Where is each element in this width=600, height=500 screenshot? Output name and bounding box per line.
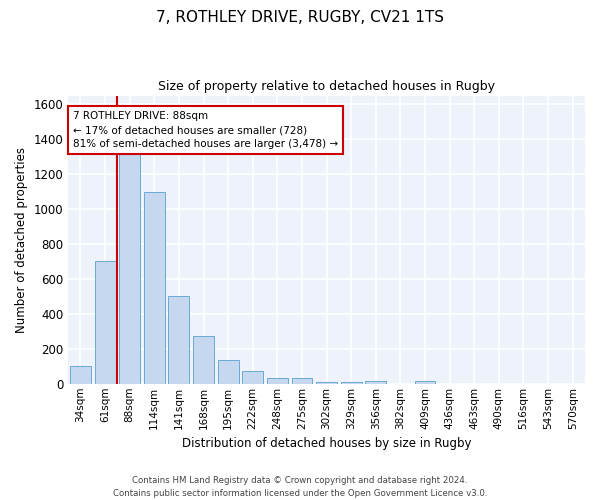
Bar xyxy=(267,378,288,384)
Bar xyxy=(169,296,190,384)
Bar xyxy=(193,336,214,384)
Text: 7 ROTHLEY DRIVE: 88sqm
← 17% of detached houses are smaller (728)
81% of semi-de: 7 ROTHLEY DRIVE: 88sqm ← 17% of detached… xyxy=(73,112,338,150)
Y-axis label: Number of detached properties: Number of detached properties xyxy=(15,146,28,332)
Text: Contains HM Land Registry data © Crown copyright and database right 2024.
Contai: Contains HM Land Registry data © Crown c… xyxy=(113,476,487,498)
X-axis label: Distribution of detached houses by size in Rugby: Distribution of detached houses by size … xyxy=(182,437,472,450)
Bar xyxy=(242,370,263,384)
Bar xyxy=(95,262,116,384)
Bar xyxy=(119,152,140,384)
Text: 7, ROTHLEY DRIVE, RUGBY, CV21 1TS: 7, ROTHLEY DRIVE, RUGBY, CV21 1TS xyxy=(156,10,444,25)
Bar xyxy=(415,381,436,384)
Bar xyxy=(341,382,362,384)
Bar xyxy=(218,360,239,384)
Bar xyxy=(70,366,91,384)
Bar xyxy=(292,378,313,384)
Bar xyxy=(144,192,165,384)
Title: Size of property relative to detached houses in Rugby: Size of property relative to detached ho… xyxy=(158,80,495,93)
Bar xyxy=(316,382,337,384)
Bar xyxy=(365,381,386,384)
